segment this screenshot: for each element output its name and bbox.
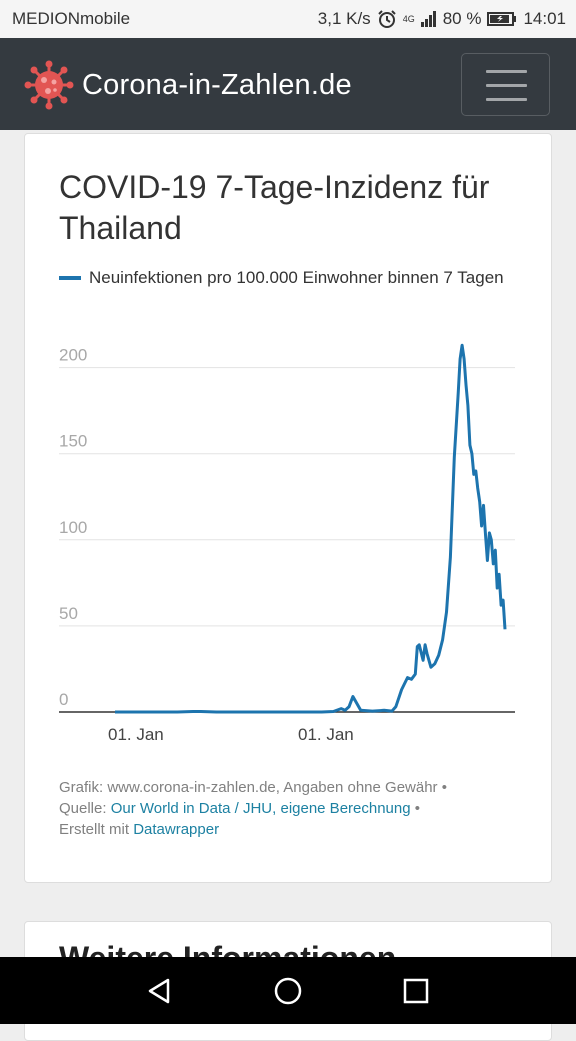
- series-line: [115, 343, 507, 714]
- site-navbar: Corona-in-Zahlen.de: [0, 38, 576, 130]
- recents-icon[interactable]: [400, 975, 432, 1007]
- legend-label: Neuinfektionen pro 100.000 Einwohner bin…: [89, 268, 504, 287]
- virus-icon: [24, 60, 74, 110]
- hamburger-icon-bar: [486, 98, 527, 101]
- source-link[interactable]: Our World in Data / JHU, eigene Berechnu…: [110, 800, 411, 817]
- hamburger-icon: [486, 70, 527, 73]
- home-icon[interactable]: [272, 975, 304, 1007]
- back-icon[interactable]: [144, 975, 176, 1007]
- status-icons: 3,1 K/s 4G 80 % 14:01: [318, 9, 566, 29]
- datawrapper-link[interactable]: Datawrapper: [133, 821, 220, 838]
- status-bar: MEDIONmobile 3,1 K/s 4G 80 % 14:01: [0, 0, 576, 38]
- source-prefix: Quelle:: [59, 800, 111, 817]
- chart-made-with: Erstellt mit Datawrapper: [59, 819, 529, 840]
- chart-card: COVID-19 7-Tage-Inzidenz für Thailand Ne…: [24, 133, 552, 883]
- chart-credit: Grafik: www.corona-in-zahlen.de, Angaben…: [59, 779, 447, 796]
- alarm-icon: [377, 10, 396, 28]
- battery-percent: 80 %: [442, 9, 482, 28]
- brand-link[interactable]: Corona-in-Zahlen.de: [24, 60, 352, 110]
- y-tick-label: 150: [59, 432, 87, 451]
- battery-icon: [487, 12, 517, 26]
- source-suffix: •: [410, 800, 421, 817]
- x-tick-label: 01. Jan: [298, 725, 354, 744]
- network-speed: 3,1 K/s: [317, 9, 371, 28]
- android-nav-bar: [0, 957, 576, 1024]
- y-tick-label: 0: [59, 690, 68, 709]
- network-type: 4G: [402, 13, 415, 24]
- brand-title: Corona-in-Zahlen.de: [82, 68, 352, 101]
- y-tick-label: 200: [59, 346, 87, 365]
- x-tick-label: 01. Jan: [108, 725, 164, 744]
- y-tick-label: 100: [59, 518, 87, 537]
- menu-toggle-button[interactable]: [461, 53, 550, 116]
- chart-footer: Grafik: www.corona-in-zahlen.de, Angaben…: [59, 777, 529, 840]
- line-chart: 200 150 100 50 0 01. Jan 01. Jan: [59, 343, 515, 744]
- hamburger-icon-bar: [486, 84, 527, 87]
- clock: 14:01: [523, 9, 566, 28]
- signal-icon: [420, 11, 436, 27]
- chart-title: COVID-19 7-Tage-Inzidenz für Thailand: [59, 169, 490, 246]
- carrier-label: MEDIONmobile: [12, 9, 131, 28]
- chart-legend: Neuinfektionen pro 100.000 Einwohner bin…: [59, 266, 519, 290]
- chart-source: Quelle: Our World in Data / JHU, eigene …: [59, 798, 529, 819]
- y-tick-label: 50: [59, 604, 78, 623]
- legend-swatch: [59, 276, 81, 280]
- made-prefix: Erstellt mit: [59, 821, 134, 838]
